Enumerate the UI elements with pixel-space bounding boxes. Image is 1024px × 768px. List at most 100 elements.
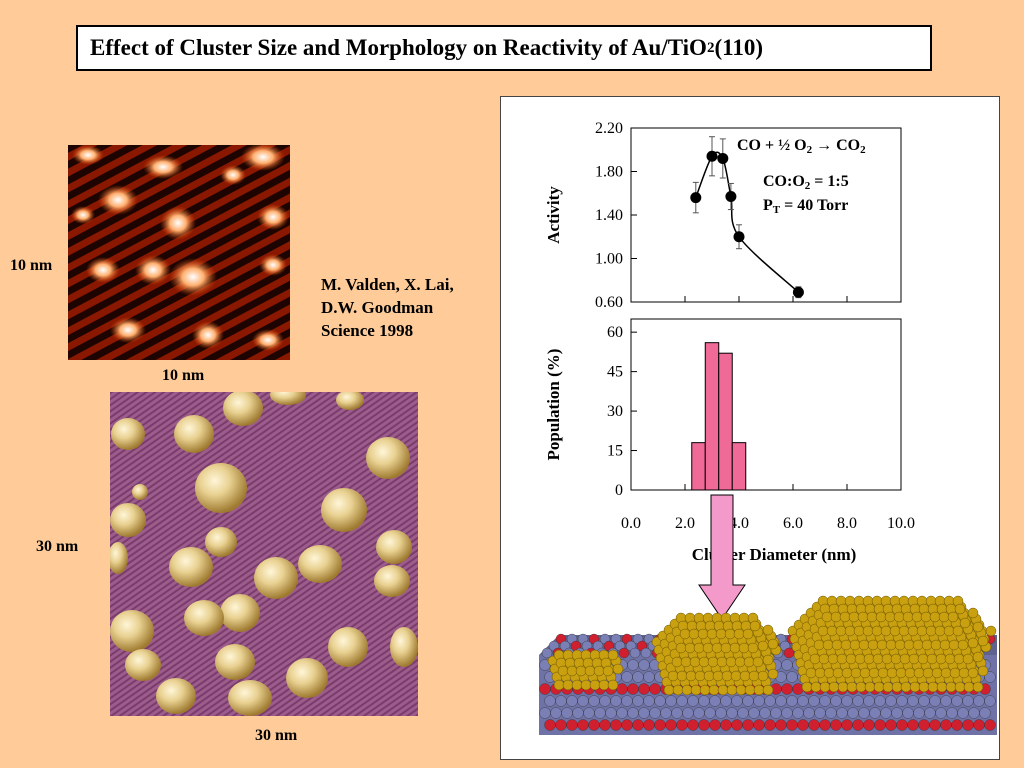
gold-atom <box>734 656 746 668</box>
gold-atom <box>612 663 624 675</box>
gold-atom <box>855 681 867 693</box>
activity-y-tick-label: 1.00 <box>595 251 623 268</box>
substrate-atom <box>616 707 628 719</box>
atomic-model <box>539 595 997 735</box>
substrate-atom <box>874 695 886 707</box>
gold-atom <box>832 667 844 679</box>
substrate-atom <box>759 707 771 719</box>
gold-atom <box>945 681 957 693</box>
substrate-atom <box>610 719 622 731</box>
gold-atom <box>877 667 889 679</box>
charts-svg: 0.60 1.00 1.40 1.80 2.20 Activity 0 15 30 45 60 0.0… <box>539 120 997 735</box>
pressure-tail: = 40 Torr <box>780 197 849 214</box>
substrate-atom <box>588 695 600 707</box>
substrate-atom <box>918 719 930 731</box>
substrate-atom <box>693 707 705 719</box>
substrate-atom <box>973 719 985 731</box>
substrate-atom <box>649 683 661 695</box>
substrate-atom <box>643 719 655 731</box>
substrate-atom <box>665 719 677 731</box>
population-x-tick-label: 0.0 <box>621 515 641 532</box>
substrate-atom <box>951 719 963 731</box>
gold-atom <box>866 611 878 623</box>
gold-atom <box>939 639 951 651</box>
substrate-atom <box>775 695 787 707</box>
substrate-atom <box>792 683 804 695</box>
gold-atom <box>827 653 839 665</box>
gold-atom <box>912 639 924 651</box>
substrate-atom <box>687 695 699 707</box>
gold-atom <box>893 611 905 623</box>
substrate-atom <box>786 695 798 707</box>
substrate-atom <box>748 707 760 719</box>
substrate-atom <box>665 695 677 707</box>
gold-atom <box>575 665 587 677</box>
reaction-sub2: 2 <box>860 144 866 156</box>
population-histogram-bar <box>704 342 720 491</box>
gold-atom <box>706 628 718 640</box>
activity-data-point <box>725 191 737 203</box>
substrate-atom <box>863 695 875 707</box>
gold-atom <box>963 681 975 693</box>
gold-atom <box>744 684 756 696</box>
substrate-atom <box>638 683 650 695</box>
gold-atom <box>920 611 932 623</box>
gold-atom <box>894 639 906 651</box>
gold-atom <box>841 667 853 679</box>
citation-journal: Science 1998 <box>321 321 414 340</box>
gold-atom <box>936 681 948 693</box>
gold-atom <box>747 642 759 654</box>
gold-atom <box>743 656 755 668</box>
gold-atom <box>954 681 966 693</box>
substrate-atom <box>654 719 666 731</box>
gold-atom <box>889 625 901 637</box>
substrate-atom <box>621 671 633 683</box>
gold-atom <box>767 638 779 650</box>
reaction-lhs: CO + ½ O <box>737 137 807 154</box>
gold-atom <box>607 679 619 691</box>
gold-atom <box>593 665 605 677</box>
gold-atom <box>926 653 938 665</box>
substrate-atom <box>704 707 716 719</box>
substrate-atom <box>555 719 567 731</box>
substrate-atom <box>841 719 853 731</box>
reaction-sub1: 2 <box>806 144 813 156</box>
population-plot-frame <box>630 318 902 491</box>
substrate-atom <box>907 719 919 731</box>
gold-atom <box>681 684 693 696</box>
gold-atom <box>685 670 697 682</box>
gold-atom <box>871 625 883 637</box>
gold-atom <box>962 653 974 665</box>
substrate-atom <box>638 707 650 719</box>
gold-atom <box>857 611 869 623</box>
substrate-atom <box>643 695 655 707</box>
substrate-atom <box>566 695 578 707</box>
population-histogram-bar <box>731 442 747 491</box>
substrate-atom <box>753 695 765 707</box>
substrate-atom <box>874 719 886 731</box>
gold-atom <box>767 668 779 680</box>
substrate-atom <box>627 659 639 671</box>
gold-atom <box>904 667 916 679</box>
substrate-atom <box>566 719 578 731</box>
gold-atom <box>671 656 683 668</box>
gold-atom <box>757 670 769 682</box>
stm-image-small-clusters <box>68 145 290 360</box>
population-x-tick-label: 8.0 <box>837 515 857 532</box>
gold-atom <box>715 628 727 640</box>
gold-atom <box>809 653 821 665</box>
gold-atom <box>952 625 964 637</box>
gold-atom <box>836 653 848 665</box>
gold-atom <box>947 611 959 623</box>
gold-atom <box>977 665 989 677</box>
gold-atom <box>730 670 742 682</box>
substrate-atom <box>797 695 809 707</box>
substrate-atom <box>709 695 721 707</box>
substrate-atom <box>836 707 848 719</box>
title-main: Effect of Cluster Size and Morphology on… <box>90 35 707 60</box>
gold-atom <box>911 611 923 623</box>
surface-atom <box>629 647 641 659</box>
gold-atom <box>733 628 745 640</box>
gold-atom <box>925 625 937 637</box>
substrate-atom <box>555 695 567 707</box>
